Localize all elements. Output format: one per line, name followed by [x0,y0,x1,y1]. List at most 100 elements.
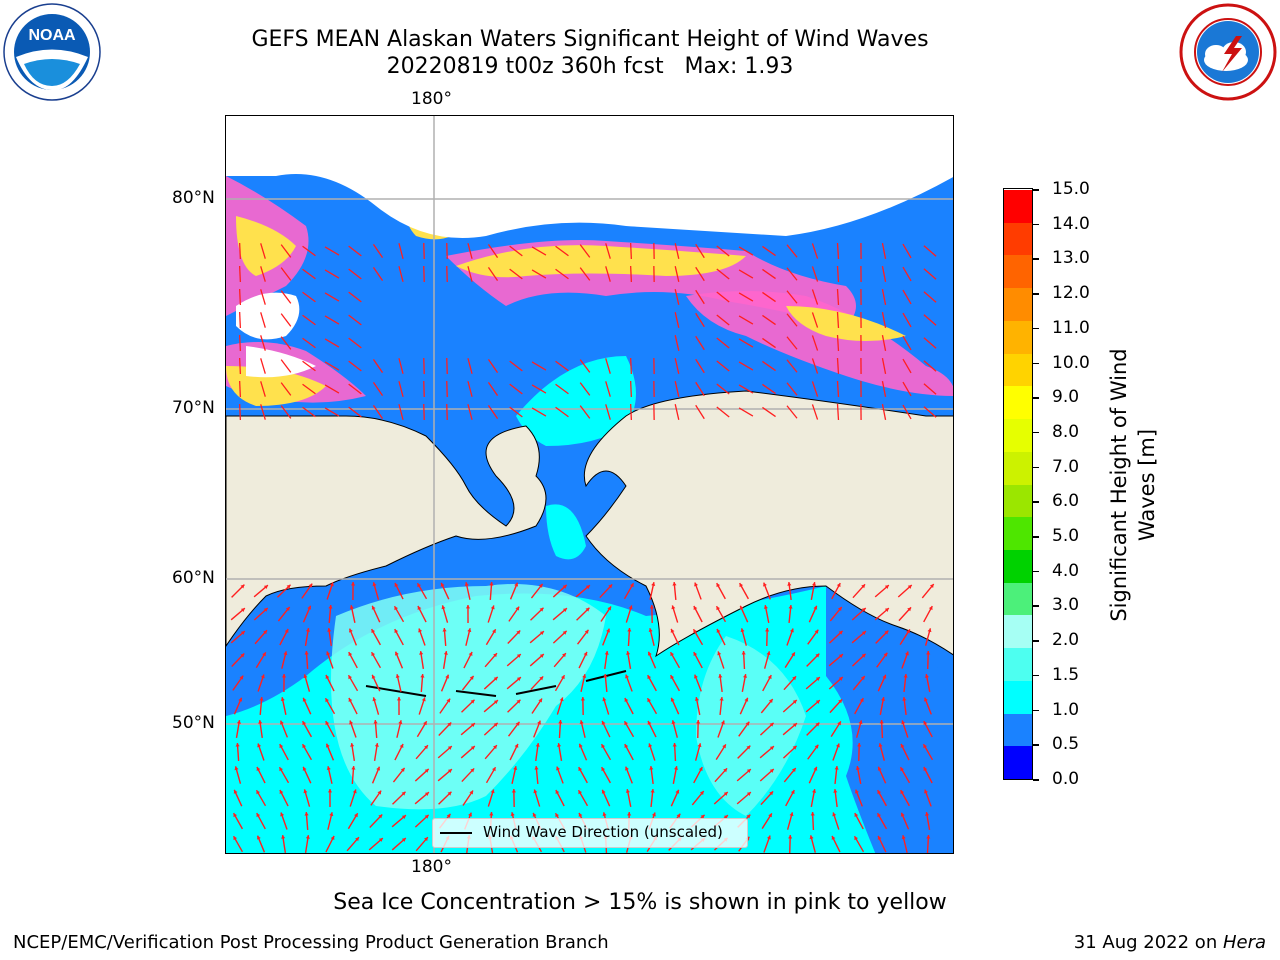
colorbar-tickmark [1033,744,1039,746]
map-title: GEFS MEAN Alaskan Waters Significant Hei… [251,27,929,52]
ocean-region-1p5-2-east [696,636,806,816]
wave-direction-arrow [324,384,340,394]
wave-direction-arrowhead [510,812,515,817]
lat-label-80n: 80°N [172,188,215,208]
lat-label-50n: 50°N [172,713,215,733]
colorbar-tickmark [1033,674,1039,677]
wave-direction-arrow [372,244,384,258]
wave-direction-arrowhead [537,720,541,725]
wave-direction-arrow [762,383,776,395]
map-subtitle: 20220819 t00z 360h fcst Max: 1.93 [386,54,794,79]
wave-direction-arrowhead [744,697,749,702]
wave-direction-arrow [738,269,754,279]
wave-direction-arrow [738,384,754,394]
wave-direction-arrowhead [629,583,634,588]
wave-direction-arrow [348,406,362,418]
wave-direction-arrow [579,267,591,281]
noaa-logo-text: NOAA [28,27,76,44]
wave-direction-arrowhead [493,700,498,704]
wave-direction-arrow [695,404,705,420]
wave-direction-arrowhead [532,812,537,817]
wave-direction-arrowhead [376,766,381,771]
wave-direction-arrow [923,291,937,303]
colorbar-tick-label: 1.0 [1052,699,1080,720]
wave-direction-arrow [348,314,362,326]
wave-direction-arrowhead [539,654,544,658]
wave-direction-arrow [716,383,730,395]
wave-direction-arrow [881,335,887,351]
footer-credit: NCEP/EMC/Verification Post Processing Pr… [13,932,609,953]
wave-direction-arrowhead [625,789,630,793]
wave-direction-arrow [836,265,840,283]
wave-direction-arrow [531,384,547,394]
wave-direction-arrowhead [877,813,882,818]
wave-direction-arrowhead [239,675,244,680]
wave-direction-arrow [238,242,242,260]
wave-direction-arrowhead [302,721,307,726]
wave-direction-arrowhead [580,697,585,701]
wave-direction-arrowhead [627,812,632,816]
wave-direction-arrowhead [348,652,353,657]
wave-direction-arrow [238,311,242,329]
wave-direction-arrow [902,243,912,259]
wave-direction-arrowhead [417,583,422,588]
wave-direction-arrowhead [421,697,426,702]
wave-direction-arrow [487,244,499,258]
wave-direction-arrow [811,312,819,328]
wave-direction-arrow [280,267,292,281]
wave-direction-arrowhead [624,698,629,702]
wave-direction-arrowhead [257,743,262,748]
sea-ice-caption: Sea Ice Concentration > 15% is shown in … [333,890,947,915]
wave-direction-arrowhead [838,630,843,635]
wave-direction-arrowhead [837,721,841,726]
wave-direction-arrowhead [424,745,428,750]
wave-direction-arrow [738,315,754,325]
wave-direction-arrowhead [674,766,679,770]
wave-direction-arrowhead [716,628,721,633]
wave-direction-arrowhead [788,835,793,839]
wave-direction-arrowhead [907,585,912,589]
wave-direction-arrowhead [423,721,427,726]
wave-direction-arrowhead [765,628,770,632]
wave-direction-arrowhead [584,629,589,634]
wave-direction-arrow [811,358,819,374]
wave-direction-arrowhead [723,768,728,773]
wave-direction-arrow [881,289,887,305]
wave-direction-arrowhead [348,675,353,680]
lat-label-70n: 70°N [172,398,215,418]
wave-direction-arrowhead [325,674,330,679]
wave-direction-arrow [923,337,937,349]
wave-direction-arrow [302,383,316,395]
wave-direction-arrow [605,266,611,282]
wave-direction-arrowhead [491,767,496,772]
wave-direction-arrowhead [493,676,498,681]
wave-direction-arrowhead [904,651,909,656]
wave-direction-arrowhead [465,605,471,609]
map-legend: Wind Wave Direction (unscaled) [432,818,748,848]
wave-direction-arrowhead [371,652,376,657]
wave-direction-arrow [260,381,266,397]
wave-direction-arrow [555,383,569,395]
wave-direction-arrow [348,360,362,372]
wave-direction-arrowhead [420,674,425,678]
wave-direction-arrow [674,289,680,305]
wave-direction-arrowhead [855,766,860,770]
wave-direction-arrowhead [716,606,721,611]
wave-direction-arrow [238,403,242,421]
colorbar-tick-label: 8.0 [1052,421,1080,442]
wave-direction-arrowhead [693,629,698,634]
wave-direction-arrow [531,361,547,371]
wave-direction-arrow [579,244,591,258]
wave-direction-arrowhead [812,582,817,586]
wave-direction-arrow [695,289,705,305]
colorbar-tick-label: 5.0 [1052,526,1080,547]
wave-direction-arrowhead [372,582,377,587]
wave-direction-arrow [398,243,404,259]
arctic-no-data [226,116,953,238]
wave-direction-arrow [509,268,523,280]
wave-direction-arrowhead [602,812,607,817]
wave-direction-arrowhead [417,605,422,610]
colorbar-tickmark [1033,431,1039,434]
colorbar-tickmark [1033,570,1039,573]
colorbar-label: Significant Height of Wind Waves [m] [1107,348,1159,622]
